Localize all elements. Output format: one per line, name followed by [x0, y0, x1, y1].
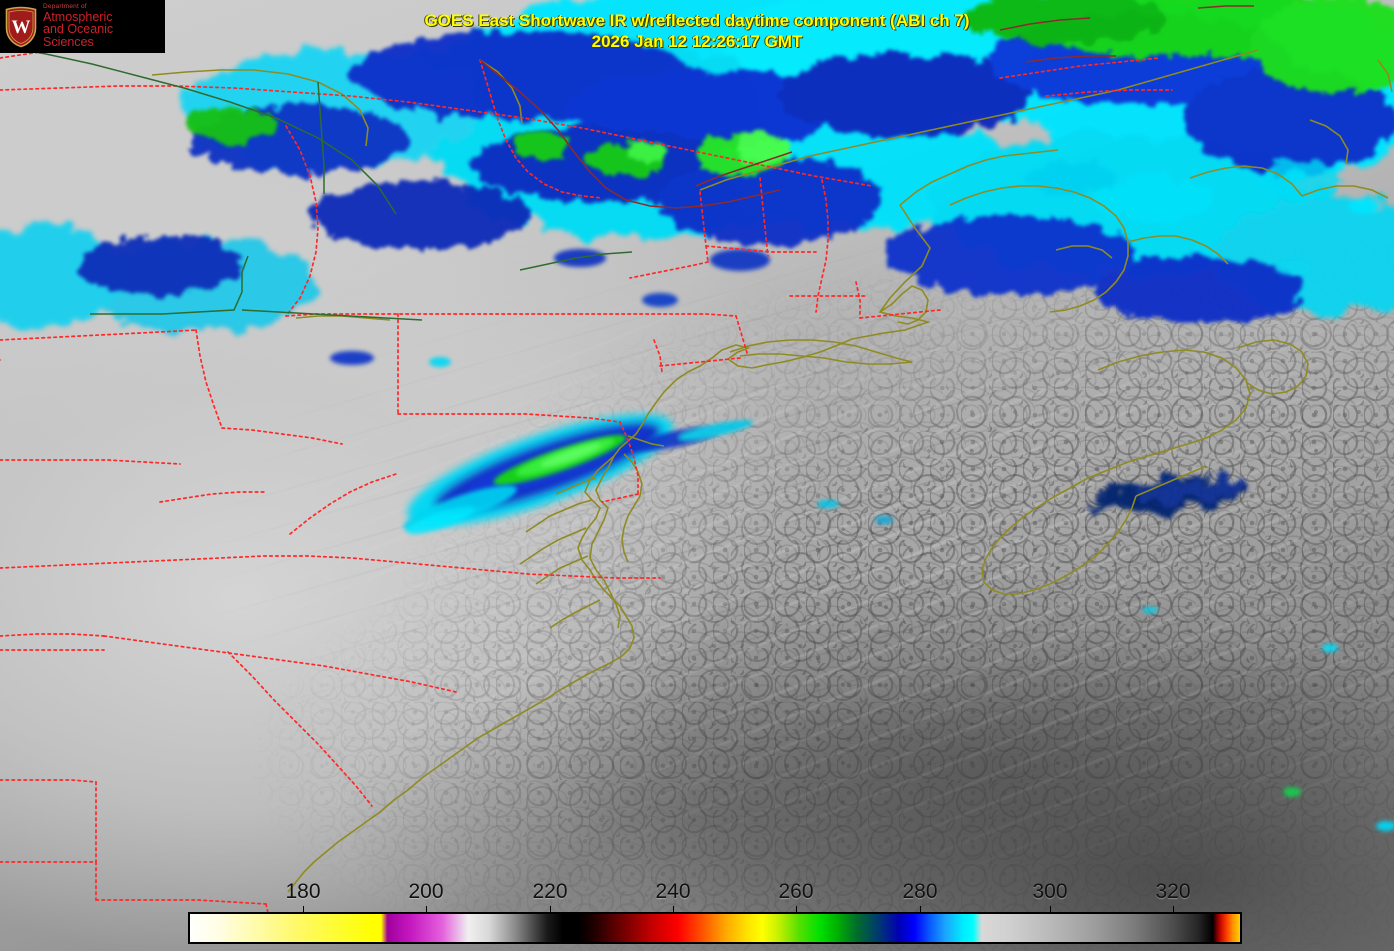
- colorbar-label-220: 220: [532, 880, 568, 903]
- uw-crest-icon: W: [4, 6, 38, 48]
- colorbar-gradient: [188, 912, 1242, 944]
- logo-line-2: and Oceanic Sciences: [43, 22, 114, 50]
- colorbar-label-300: 300: [1032, 880, 1068, 903]
- colorbar-tick-280: [920, 906, 921, 914]
- colorbar-ticks: [188, 906, 1242, 914]
- colorbar-tick-220: [550, 906, 551, 914]
- colorbar-tick-320: [1173, 906, 1174, 914]
- logo-line-1: Atmospheric: [43, 9, 113, 24]
- uw-aos-logo-banner: W Department of Atmospheric and Oceanic …: [0, 0, 165, 53]
- colorbar-label-280: 280: [902, 880, 938, 903]
- colorbar-tick-240: [673, 906, 674, 914]
- colorbar: [188, 912, 1242, 944]
- colorbar-label-180: 180: [285, 880, 321, 903]
- colorbar-label-260: 260: [778, 880, 814, 903]
- colorbar-tick-260: [796, 906, 797, 914]
- colorbar-tick-300: [1050, 906, 1051, 914]
- colorbar-tick-labels: 180 200 220 240 260 280 300 320: [0, 880, 1394, 906]
- colorbar-label-200: 200: [408, 880, 444, 903]
- logo-department-label: Department of: [43, 3, 87, 11]
- logo-text-block: Department of Atmospheric and Oceanic Sc…: [43, 3, 165, 50]
- svg-text:W: W: [12, 17, 31, 38]
- colorbar-label-320: 320: [1155, 880, 1191, 903]
- colorbar-tick-180: [303, 906, 304, 914]
- colorbar-label-240: 240: [655, 880, 691, 903]
- colorbar-tick-200: [426, 906, 427, 914]
